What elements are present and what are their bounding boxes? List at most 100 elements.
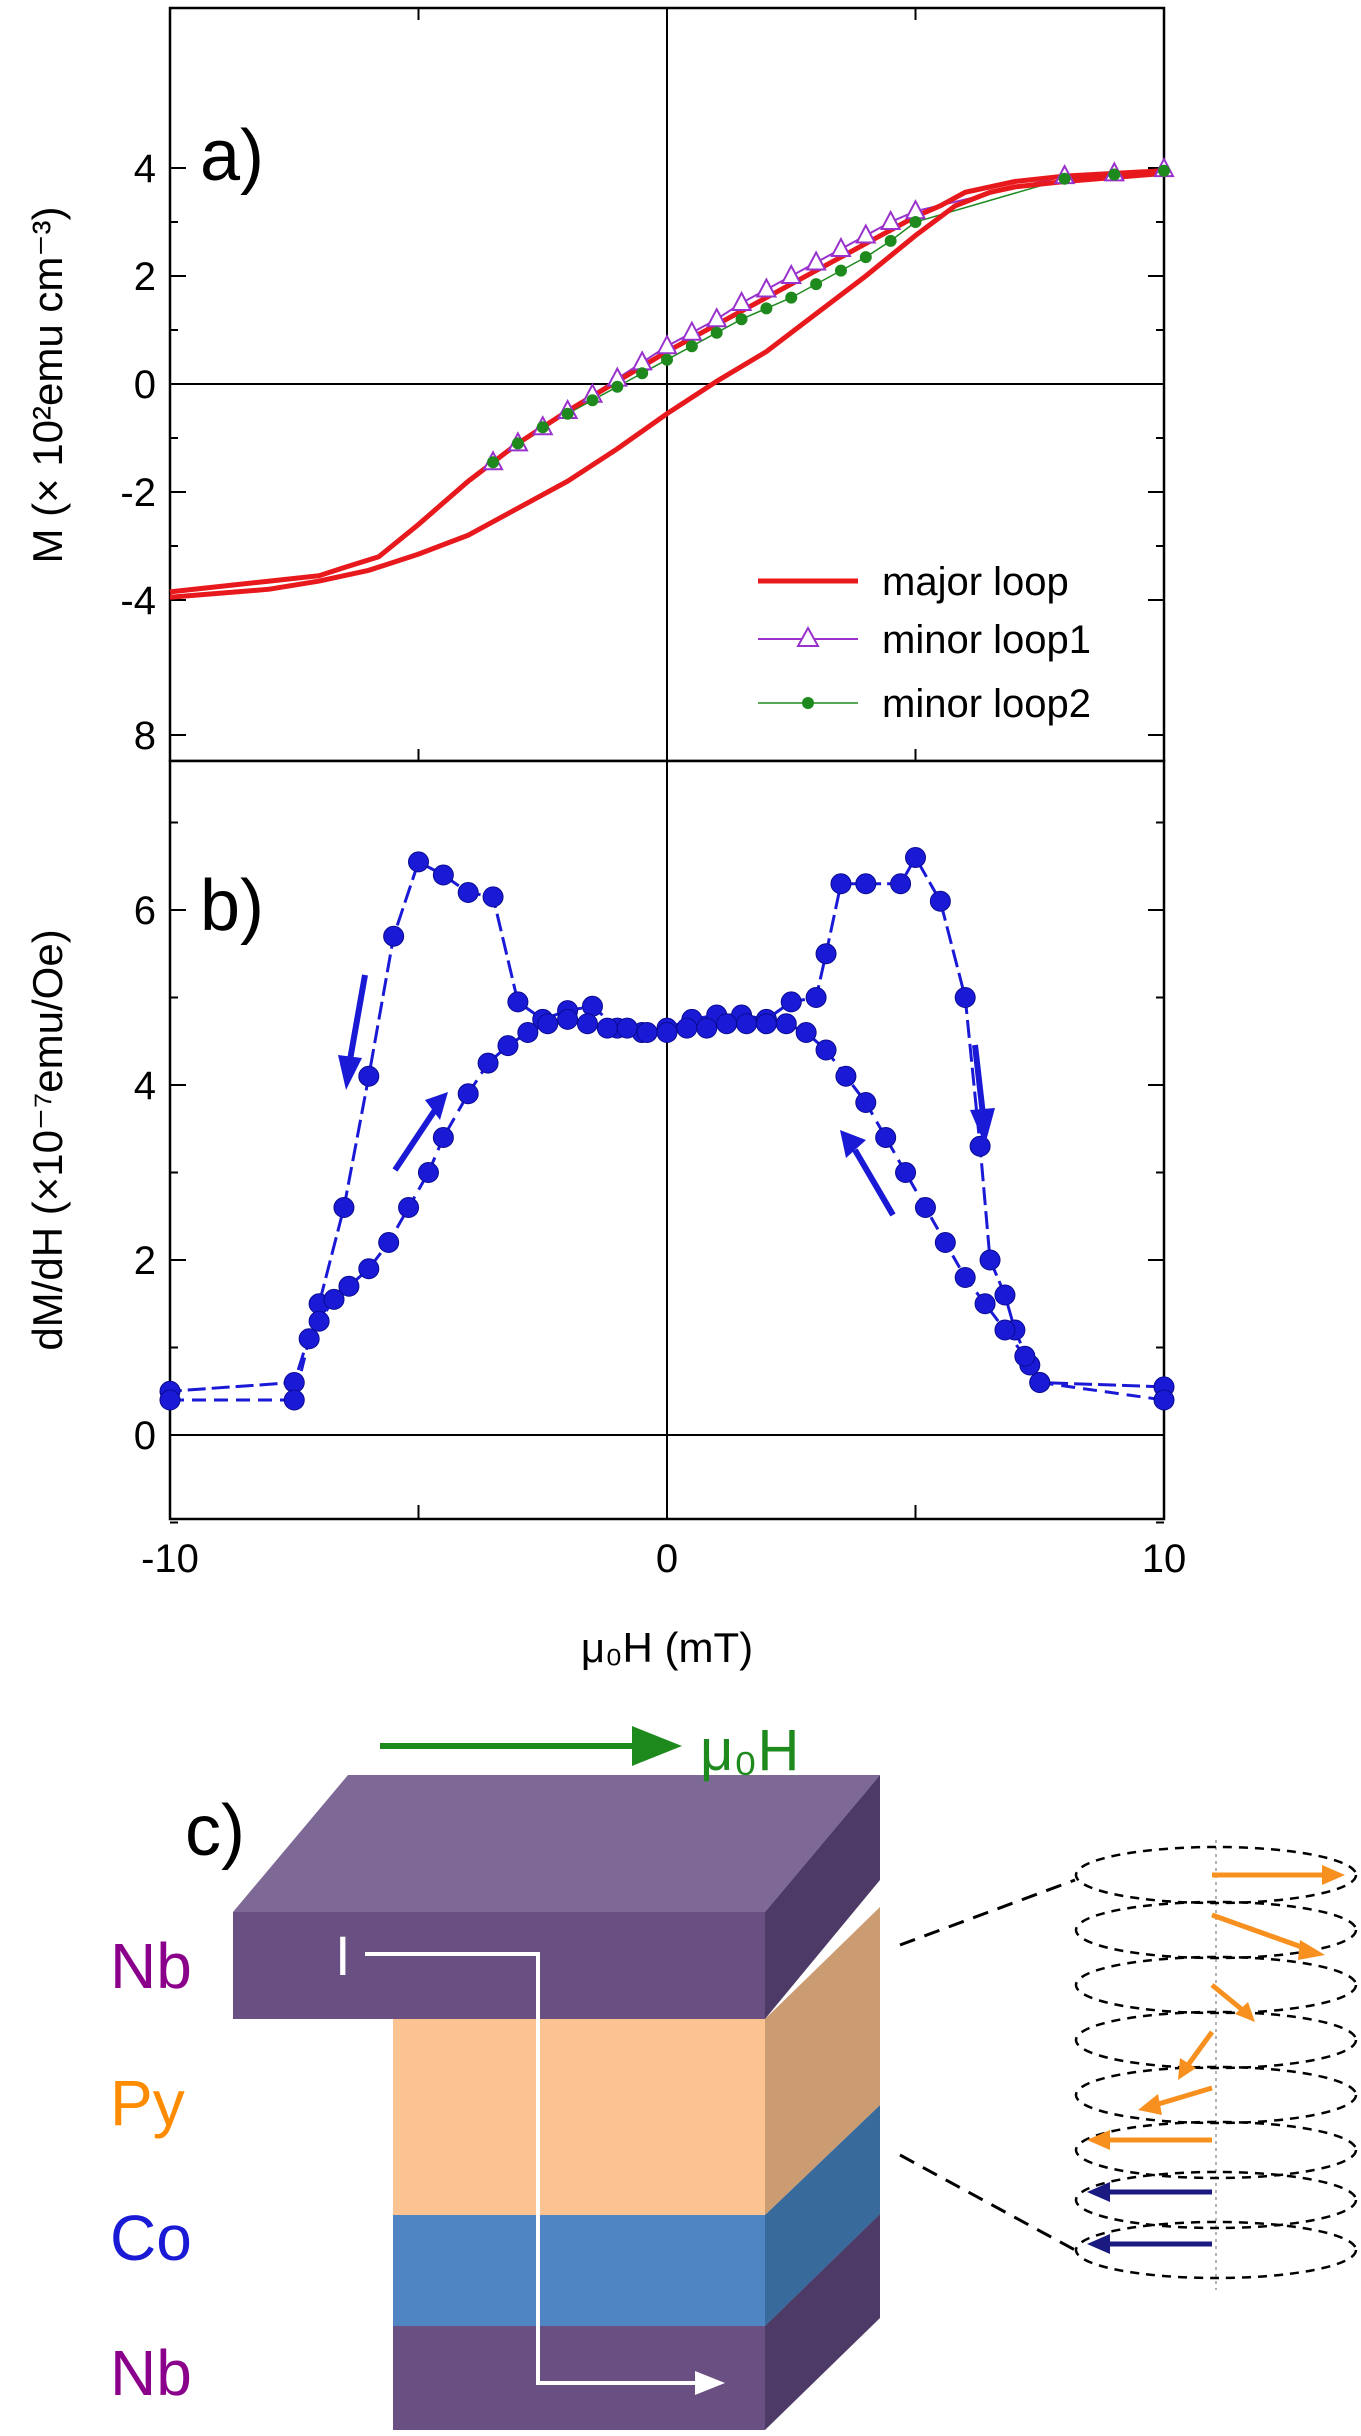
layer-label-py: Py xyxy=(110,2067,185,2139)
dmdh-point xyxy=(616,1017,638,1039)
minor-loop1-point xyxy=(879,209,902,230)
minor-loop2-point xyxy=(735,313,748,326)
spiral-ring xyxy=(1074,2220,1358,2280)
spin-arrow-head xyxy=(1322,1865,1345,1885)
panel-a-magnetization-loop: 4 2 0 -2 -4 a) M (× 10²emu cm⁻³) major loop … xyxy=(24,6,1175,763)
current-path xyxy=(365,1952,700,2385)
y-tick-label: -2 xyxy=(120,471,156,515)
dmdh-point xyxy=(308,1310,330,1332)
dmdh-point xyxy=(358,1258,380,1280)
dmdh-point xyxy=(537,1013,559,1035)
minor-loop2-point xyxy=(685,340,698,353)
dmdh-point xyxy=(696,1017,718,1039)
dmdh-point xyxy=(835,1065,857,1087)
dmdh-point xyxy=(855,873,877,895)
dmdh-point xyxy=(979,1249,1001,1271)
bottom-nb-side-face xyxy=(765,2214,880,2430)
spiral-ring xyxy=(1074,2065,1358,2125)
minor-loop1-point xyxy=(681,320,703,341)
zoom-leader-bottom xyxy=(899,2153,1076,2252)
dmdh-point xyxy=(338,1275,360,1297)
layer-label-co: Co xyxy=(110,2202,192,2274)
dmdh-point xyxy=(378,1232,400,1253)
minor-loop2-point xyxy=(810,278,823,291)
py-spin-arrows xyxy=(1087,1865,1345,2150)
minor-loop2-point xyxy=(1058,172,1071,185)
x-tick-label: -10 xyxy=(141,1537,199,1581)
dmdh-point xyxy=(815,1039,837,1061)
panel-c-label: c) xyxy=(185,1791,245,1871)
minor-loop2-point xyxy=(859,251,872,264)
dmdh-point xyxy=(283,1389,305,1411)
minor-loop1-point xyxy=(805,250,827,271)
arrow-up-right-head xyxy=(840,1130,866,1158)
y-tick-label: 2 xyxy=(134,1239,156,1283)
legend-major-label: major loop xyxy=(882,560,1069,604)
spin-arrow-head xyxy=(1138,2094,1162,2115)
current-arrow-head xyxy=(695,2371,725,2395)
panel-a-y-axis-title: M (× 10²emu cm⁻³) xyxy=(24,206,71,563)
minor-loop2-point xyxy=(710,326,723,339)
dmdh-point xyxy=(1014,1345,1036,1367)
spin-arrow-head xyxy=(1178,2058,1196,2080)
x-axis-title: μ₀H (mT) xyxy=(581,1624,753,1671)
minor-loop1-point xyxy=(830,236,852,257)
dmdh-point xyxy=(775,1013,797,1035)
x-tick-label: 10 xyxy=(1142,1537,1187,1581)
dmdh-point xyxy=(159,1389,181,1411)
dmdh-point xyxy=(805,987,827,1008)
spin-arrow xyxy=(1185,2030,1215,2067)
minor-loop2-point xyxy=(561,407,574,420)
y-tick-label: -4 xyxy=(120,579,156,623)
dmdh-point xyxy=(497,1035,519,1057)
panel-a-series xyxy=(169,156,1175,600)
dmdh-point xyxy=(969,1135,991,1157)
dmdh-point xyxy=(855,1092,877,1113)
arrow-down-right-branch xyxy=(972,1044,986,1116)
spiral-ring xyxy=(1074,1845,1358,1905)
dmdh-point xyxy=(830,873,852,895)
dmdh-point xyxy=(408,851,429,873)
panel-a-ticks: 4 2 0 -2 -4 xyxy=(120,8,1164,761)
spin-arrow xyxy=(1210,1983,1247,2014)
co-front-face xyxy=(393,2215,765,2326)
dmdh-point xyxy=(507,991,529,1013)
minor-loop2-point xyxy=(1158,164,1170,177)
minor-loop2-point xyxy=(909,216,922,228)
py-front-face xyxy=(393,2019,765,2215)
dmdh-point xyxy=(994,1319,1016,1341)
minor-loop2-point xyxy=(661,353,673,366)
panel-b-ticks: 8 6 4 2 0 -10 0 10 xyxy=(134,714,1187,1581)
spiral-ring xyxy=(1074,2010,1358,2070)
minor-loop1-point xyxy=(656,334,678,355)
dmdh-point xyxy=(323,1288,345,1310)
field-arrow-head xyxy=(632,1726,682,1766)
dmdh-point xyxy=(929,890,951,912)
dmdh-point xyxy=(875,1127,897,1148)
dmdh-point xyxy=(716,1013,738,1035)
y-tick-label: 2 xyxy=(134,255,156,299)
dmdh-point xyxy=(417,1162,439,1183)
spin-arrow-head xyxy=(1087,2182,1110,2202)
zoom-leader-top xyxy=(899,1878,1076,1947)
dmdh-point xyxy=(1153,1389,1175,1411)
minor-loop2-point xyxy=(1108,168,1121,181)
minor-loop1-point xyxy=(730,290,753,311)
spiral-rings xyxy=(1074,1845,1358,2280)
minor-loop2-point xyxy=(785,291,798,304)
dmdh-point xyxy=(517,1022,539,1043)
dmdh-point xyxy=(557,1008,579,1030)
dmdh-point xyxy=(398,1197,420,1218)
top-nb-side-face xyxy=(765,1775,880,2019)
dmdh-point xyxy=(974,1293,996,1315)
legend-minor1-label: minor loop1 xyxy=(882,618,1091,662)
arrow-up-left-branch xyxy=(392,1108,438,1172)
field-label: μ₀H xyxy=(700,1718,799,1783)
y-tick-label: 4 xyxy=(134,1064,156,1108)
top-nb-front-face xyxy=(233,1912,765,2019)
minor-loop1-point xyxy=(780,263,802,284)
minor-loop2-point xyxy=(760,302,773,315)
y-tick-label: 4 xyxy=(134,147,156,191)
minor-loop2-point xyxy=(611,380,624,393)
